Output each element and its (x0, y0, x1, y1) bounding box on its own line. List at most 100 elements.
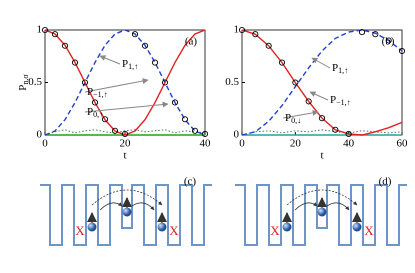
annotation-arrow (99, 55, 121, 65)
data-marker (238, 26, 246, 34)
annotation-arrow (311, 57, 331, 69)
data-marker (111, 127, 119, 134)
tunnel-arrow (294, 202, 318, 211)
atom (352, 222, 362, 232)
panel-label: (b) (382, 36, 395, 48)
potential (40, 184, 212, 246)
atom (87, 222, 97, 232)
data-line (241, 129, 403, 136)
x-tick-label: 40 (200, 138, 212, 150)
y-tick-label: 1 (37, 24, 43, 36)
tunnel-arrow (91, 189, 163, 206)
panel-label: (d) (379, 176, 392, 188)
data-marker (41, 26, 49, 34)
data-marker (345, 130, 352, 137)
tunnel-arrow (131, 202, 155, 211)
data-marker (61, 42, 69, 49)
atom (317, 207, 327, 217)
plot-frame (44, 29, 206, 136)
data-marker (181, 116, 189, 123)
data-marker (91, 99, 99, 106)
annotation: P0,↑ (87, 106, 103, 119)
annotation-main: P (87, 106, 93, 118)
annotation-arrow (84, 101, 169, 113)
x-tick-label: 20 (290, 138, 302, 150)
blocked-mark: X (75, 223, 85, 238)
x-tick-label: 40 (343, 138, 355, 150)
annotation-main: P (330, 94, 336, 106)
annotation-sub: −1,↑ (93, 90, 108, 99)
y-tick-label: 0 (234, 129, 240, 141)
y-axis-label: Pn,σ (17, 74, 30, 91)
x-tick-label: 20 (120, 138, 132, 150)
data-marker (71, 59, 79, 66)
tunnel-arrow (99, 202, 123, 211)
annotation-sub: 1,↑ (338, 66, 348, 75)
data-marker (121, 130, 129, 137)
data-marker (101, 116, 109, 123)
data-marker (252, 31, 259, 38)
blocked-mark: X (364, 223, 374, 238)
blocked-mark: X (169, 223, 179, 238)
data-marker (332, 126, 339, 133)
annotation-sub: 0,↓ (291, 116, 301, 125)
blocked-mark: X (270, 223, 280, 238)
data-marker (265, 42, 272, 49)
x-tick-label: 60 (397, 138, 409, 150)
data-marker (161, 79, 169, 86)
data-marker (201, 130, 209, 137)
annotation-arrow (309, 91, 329, 101)
tunnel-arrow (326, 202, 350, 211)
annotation-sub: 1,↑ (128, 62, 138, 71)
annotation-arrow (84, 78, 149, 93)
potential (235, 184, 407, 246)
y-axis-label-main: P (17, 85, 29, 91)
atom (122, 207, 132, 217)
data-marker (191, 127, 199, 134)
annotation-arrow (282, 109, 319, 119)
data-marker (131, 31, 139, 38)
tunnel-arrow (286, 189, 358, 206)
data-marker (358, 29, 366, 36)
data-line (44, 29, 206, 136)
data-marker (372, 31, 379, 38)
data-marker (151, 59, 159, 66)
panel-label: (a) (185, 36, 198, 48)
data-line (44, 129, 206, 136)
annotation: P0,↓ (285, 112, 301, 125)
atom (157, 222, 167, 232)
data-marker (292, 79, 299, 86)
y-tick-label: 0.5 (225, 76, 239, 88)
data-marker (305, 98, 312, 105)
y-tick-label: 1 (234, 24, 240, 36)
annotation: P−1,↑ (87, 86, 108, 99)
panel-label: (c) (184, 176, 197, 188)
x-axis-label: t (320, 150, 323, 162)
data-marker (81, 79, 89, 86)
data-marker (318, 115, 326, 122)
annotation-main: P (87, 86, 93, 98)
y-axis-label-sub: n,σ (21, 74, 30, 85)
data-marker (385, 37, 392, 44)
annotation-sub: 0,↑ (93, 110, 103, 119)
annotation: P1,↑ (122, 58, 138, 71)
annotation-main: P (122, 58, 128, 70)
annotation-sub: −1,↑ (336, 98, 351, 107)
data-line (241, 29, 403, 136)
data-line (44, 29, 206, 136)
annotation-main: P (332, 62, 338, 74)
data-marker (278, 59, 286, 66)
x-tick-label: 0 (42, 138, 48, 150)
annotation-main: P (285, 112, 291, 124)
y-tick-label: 0 (37, 129, 43, 141)
y-tick-label: 0.5 (28, 76, 42, 88)
data-line (241, 29, 403, 136)
data-marker (141, 42, 149, 49)
data-marker (398, 47, 406, 55)
x-axis-label: t (123, 150, 126, 162)
data-marker (51, 31, 59, 38)
annotation: P−1,↑ (330, 94, 351, 107)
annotation: P1,↑ (332, 62, 348, 75)
data-marker (171, 99, 179, 106)
